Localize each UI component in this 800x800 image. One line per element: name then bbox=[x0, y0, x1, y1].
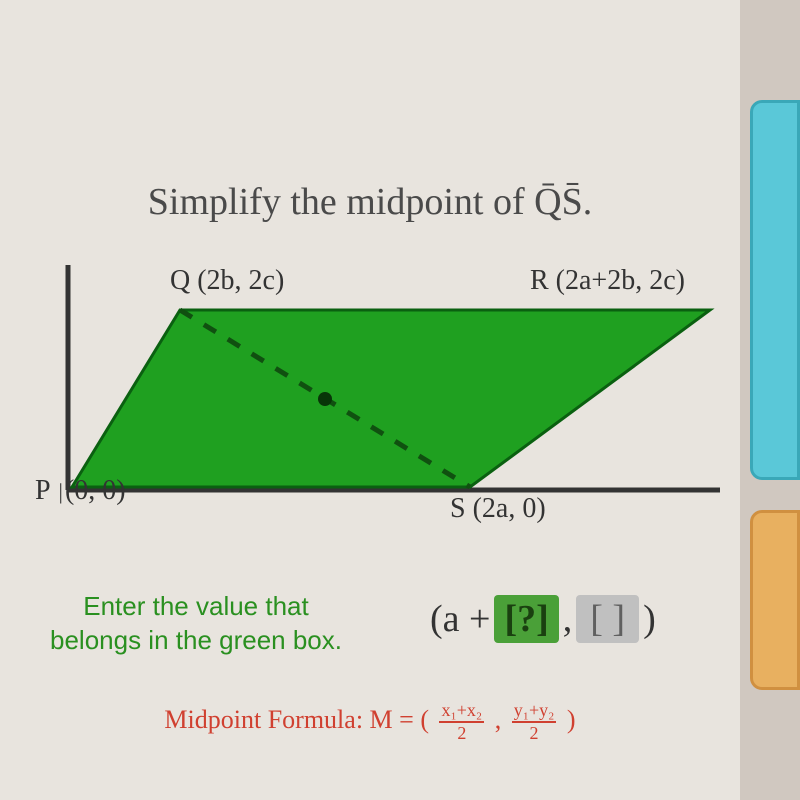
vertex-s: S (2a, 0) bbox=[450, 493, 546, 525]
diagram: Q (2b, 2c) R (2a+2b, 2c) P |(0, 0) S (2a… bbox=[20, 255, 740, 535]
midpoint-dot bbox=[318, 392, 332, 406]
answer-area: (a + [?], [ ]) bbox=[430, 595, 656, 643]
title-area: Simplify the midpoint of Q̄S̄. bbox=[0, 180, 740, 224]
green-answer-box[interactable]: [?] bbox=[494, 595, 558, 643]
answer-prefix: (a + bbox=[430, 597, 490, 641]
axis-divider: | bbox=[59, 479, 63, 504]
fraction-2: y₁+y₂ 2 bbox=[512, 700, 557, 744]
midpoint-formula: Midpoint Formula: M = ( x₁+x₂ 2 , y₁+y₂ … bbox=[0, 700, 740, 744]
vertex-q: Q (2b, 2c) bbox=[170, 265, 284, 297]
vertex-r: R (2a+2b, 2c) bbox=[530, 265, 685, 297]
answer-suffix: ) bbox=[643, 597, 656, 641]
diagram-svg bbox=[20, 255, 740, 535]
vertex-p: P |(0, 0) bbox=[35, 475, 126, 507]
gray-answer-box[interactable]: [ ] bbox=[576, 595, 639, 643]
title-text: Simplify the midpoint of Q̄S̄. bbox=[148, 181, 592, 223]
parallelogram bbox=[72, 310, 710, 487]
fraction-1: x₁+x₂ 2 bbox=[439, 700, 484, 744]
side-panel-orange[interactable] bbox=[750, 510, 800, 690]
side-panel-teal[interactable] bbox=[750, 100, 800, 480]
instruction-text: Enter the value that belongs in the gree… bbox=[50, 590, 342, 658]
answer-comma: , bbox=[563, 597, 573, 641]
main-panel: Simplify the midpoint of Q̄S̄. Q (2b, 2c… bbox=[0, 0, 740, 800]
